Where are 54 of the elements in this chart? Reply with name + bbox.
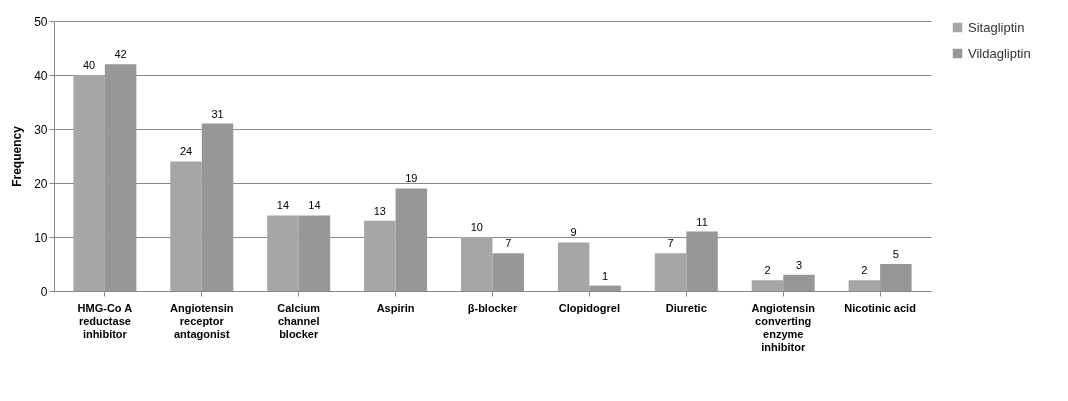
- data-label: 2: [861, 264, 868, 277]
- bar: [686, 231, 718, 291]
- data-label: 9: [570, 226, 577, 239]
- bar: [751, 280, 784, 291]
- x-tick-label: β-blocker: [467, 301, 518, 314]
- y-axis-title: Frequency: [10, 125, 25, 187]
- bar: [201, 123, 234, 291]
- y-tick-label: 0: [40, 284, 48, 299]
- x-tick-label: Clopidogrel: [558, 301, 620, 314]
- bar: [557, 242, 590, 291]
- bar: [589, 285, 621, 291]
- bar: [783, 274, 815, 291]
- data-label: 14: [276, 199, 290, 212]
- bar: [848, 280, 881, 291]
- x-tick-label: Aspirin: [376, 301, 415, 314]
- data-label: 13: [373, 204, 386, 217]
- bar: [395, 188, 428, 291]
- bar: [364, 220, 396, 291]
- data-label: 40: [83, 59, 96, 71]
- bar: [880, 264, 912, 291]
- x-tick-label: Diuretic: [665, 301, 707, 314]
- y-tick-label: 50: [34, 14, 48, 29]
- x-tick-label: Angiotensin receptor antagonist: [170, 301, 234, 340]
- data-label: 14: [308, 199, 321, 212]
- bar: [73, 75, 105, 291]
- data-label: 31: [211, 107, 224, 120]
- bar: [104, 64, 137, 291]
- data-label: 10: [470, 221, 483, 233]
- data-label: 2: [764, 264, 771, 277]
- data-label: 42: [114, 48, 127, 61]
- data-label: 1: [602, 269, 609, 282]
- legend-label: Vildagliptin: [968, 45, 1031, 61]
- bar: [461, 237, 493, 291]
- data-label: 7: [505, 237, 512, 250]
- x-tick-label: Angiotensin converting enzyme inhibitor: [751, 301, 816, 353]
- data-label: 7: [667, 237, 674, 250]
- data-label: 3: [795, 258, 803, 271]
- y-tick-label: 20: [34, 176, 48, 191]
- x-tick-label: Nicotinic acid: [844, 301, 916, 314]
- bar: [492, 253, 524, 291]
- data-label: 19: [405, 172, 418, 185]
- y-tick-label: 10: [34, 230, 48, 245]
- x-tick-label: Calcium channel blocker: [277, 301, 321, 340]
- bar: [654, 253, 687, 291]
- bar: [298, 215, 331, 291]
- y-tick-label: 40: [34, 68, 48, 83]
- bar: [267, 215, 299, 291]
- bar: [170, 161, 202, 291]
- y-tick-label: 30: [34, 122, 48, 137]
- x-tick-label: HMG-Co A reductase inhibitor: [77, 301, 133, 340]
- data-label: 24: [179, 145, 193, 158]
- data-label: 11: [696, 215, 708, 228]
- legend-label: Sitagliptin: [968, 19, 1025, 35]
- data-label: 5: [892, 248, 899, 260]
